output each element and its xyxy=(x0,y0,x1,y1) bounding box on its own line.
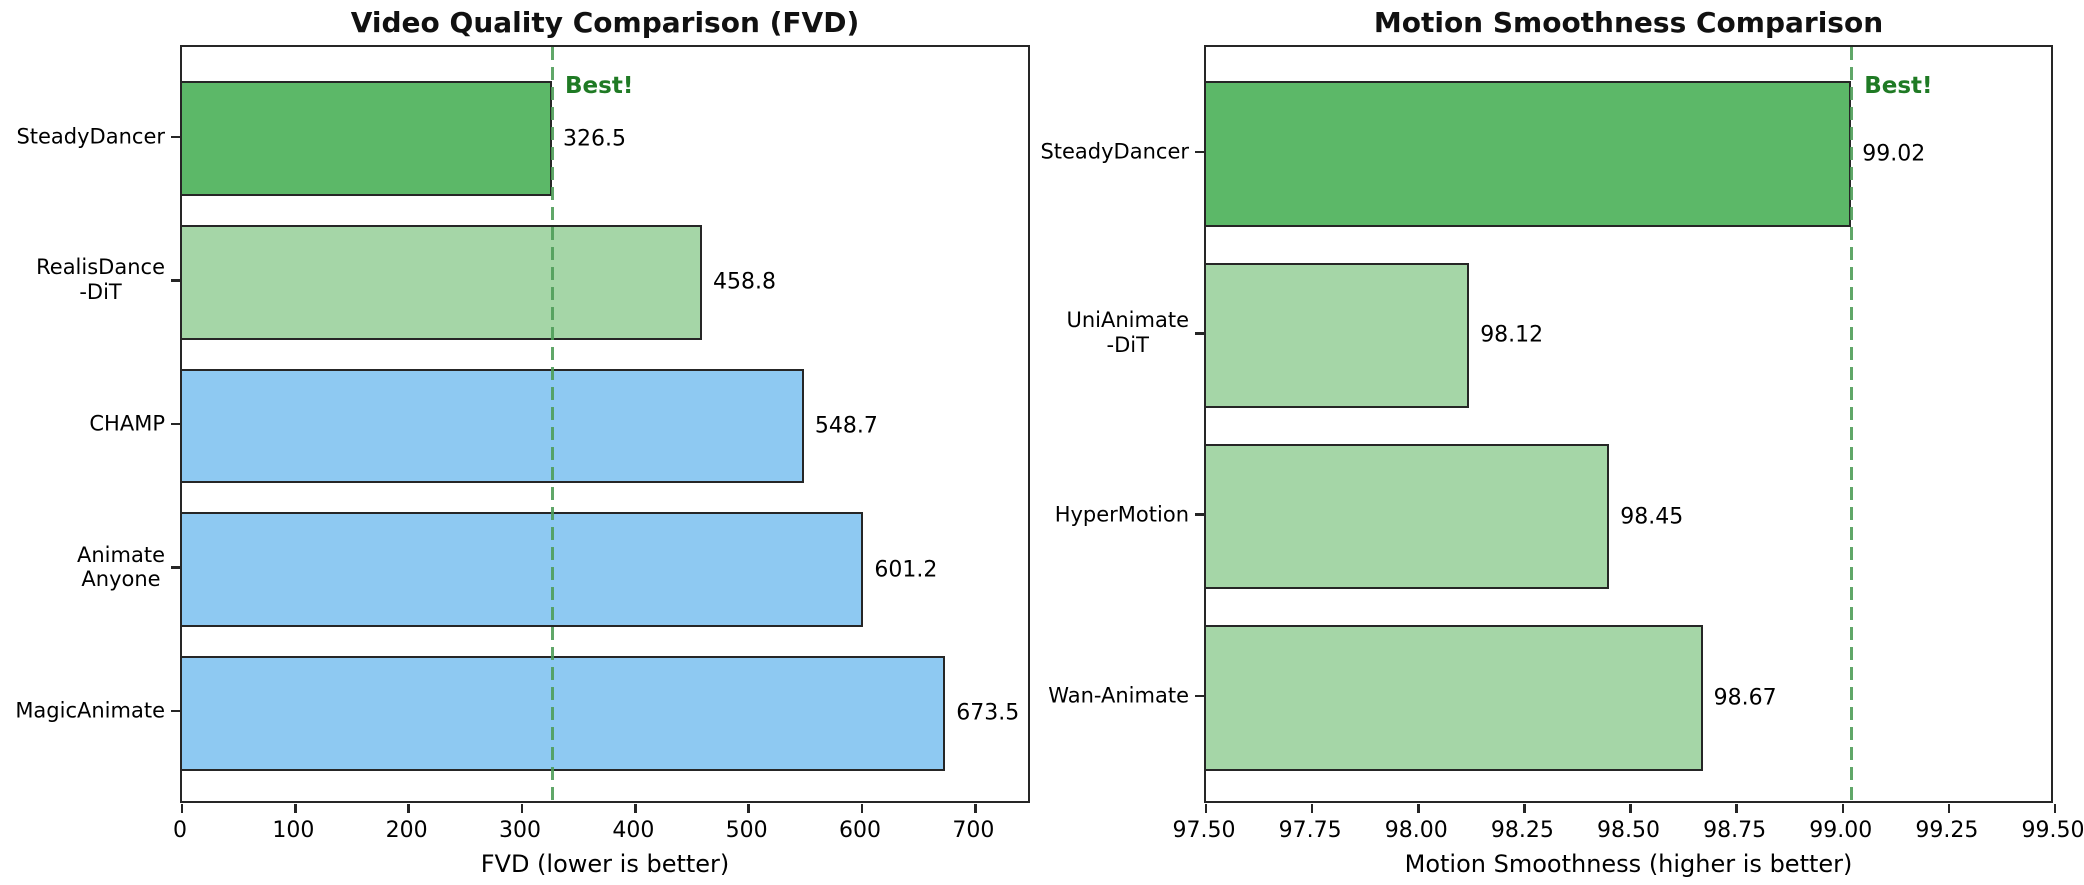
fvd-chart: Video Quality Comparison (FVD) 326.5 458.… xyxy=(15,6,1030,878)
x-tick-label: 98.75 xyxy=(1703,818,1767,843)
bar-value-label: 326.5 xyxy=(563,126,627,152)
bar-value-label: 98.67 xyxy=(1713,685,1777,711)
x-tick-mark xyxy=(1947,803,1951,813)
chart-title: Motion Smoothness Comparison xyxy=(1373,6,1884,39)
x-tick-label: 0 xyxy=(173,818,187,843)
x-tick-mark xyxy=(407,803,410,813)
y-tick-mark xyxy=(171,279,180,282)
y-tick-label: HyperMotion xyxy=(1055,502,1189,527)
plot-area: 99.02 98.12 98.45 98.67 Best! xyxy=(1204,45,2057,813)
x-tick-mark xyxy=(1204,803,1208,813)
x-axis-label: Motion Smoothness (higher is better) xyxy=(1404,850,1853,878)
bar-champ xyxy=(182,368,804,484)
y-tick-label: UniAnimate -DiT xyxy=(1066,309,1189,359)
y-tick-mark xyxy=(171,566,180,569)
x-tick-label: 97.50 xyxy=(1172,818,1236,843)
x-tick-mark xyxy=(1417,803,1420,813)
x-tick-label: 98.25 xyxy=(1490,818,1554,843)
y-tick-mark xyxy=(171,135,180,139)
x-axis-label: FVD (lower is better) xyxy=(480,850,730,878)
x-tick-mark xyxy=(2053,803,2057,813)
best-annotation: Best! xyxy=(565,73,634,99)
x-tick-label: 99.50 xyxy=(2021,818,2084,843)
x-tick-mark xyxy=(180,803,184,813)
y-tick-label: RealisDance -DiT xyxy=(36,256,165,306)
y-tick-label: CHAMP xyxy=(89,412,165,437)
bar-magicanimate xyxy=(182,655,946,771)
chart-title: Video Quality Comparison (FVD) xyxy=(350,6,860,39)
plot-area: 326.5 458.8 548.7 601.2 673.5 Best! xyxy=(180,45,1030,813)
motion-smoothness-chart: Motion Smoothness Comparison 99.02 98.12 9… xyxy=(1040,0,2084,885)
x-tick-mark xyxy=(634,803,637,813)
best-threshold-line xyxy=(550,47,554,801)
bar-hypermotion xyxy=(1206,444,1610,590)
x-tick-mark xyxy=(520,803,524,813)
category-label: CHAMP xyxy=(89,411,165,436)
y-tick-mark xyxy=(171,422,180,426)
x-tick-mark xyxy=(974,803,977,813)
bar-value-label: 458.8 xyxy=(712,269,776,295)
x-tick-label: 400 xyxy=(612,818,655,843)
x-tick-mark xyxy=(1735,803,1738,813)
bar-realisdance--dit xyxy=(182,225,702,340)
x-tick-label: 98.00 xyxy=(1384,818,1448,843)
x-tick-label: 200 xyxy=(385,818,428,843)
category-label: HyperMotion xyxy=(1054,502,1189,527)
bar-unianimate--dit xyxy=(1206,262,1470,408)
bar-wan-animate xyxy=(1206,625,1703,771)
x-tick-label: 600 xyxy=(839,818,881,843)
y-tick-mark xyxy=(1195,694,1204,698)
y-tick-label: MagicAnimate xyxy=(15,699,165,724)
category-label: Wan-Animate xyxy=(1048,683,1189,708)
bar-value-label: 673.5 xyxy=(956,700,1020,726)
x-tick-mark xyxy=(1523,803,1526,813)
y-tick-label: Wan-Animate xyxy=(1048,684,1189,709)
bar-animate-anyone xyxy=(182,512,864,627)
y-tick-label: Animate Anyone xyxy=(77,543,165,593)
bar-value-label: 98.45 xyxy=(1620,504,1684,530)
category-label: RealisDance -DiT xyxy=(36,255,165,305)
bar-steadydancer xyxy=(1206,81,1852,227)
y-tick-mark xyxy=(1195,332,1204,335)
x-tick-mark xyxy=(860,803,864,813)
x-tick-label: 98.50 xyxy=(1597,818,1660,843)
bar-steadydancer xyxy=(182,81,553,197)
x-tick-label: 300 xyxy=(499,818,541,843)
y-tick-label: SteadyDancer xyxy=(1040,140,1189,165)
x-tick-mark xyxy=(1310,803,1314,813)
bar-value-label: 99.02 xyxy=(1862,141,1926,167)
bar-value-label: 548.7 xyxy=(814,413,878,439)
x-tick-mark xyxy=(294,803,297,813)
best-annotation: Best! xyxy=(1864,73,1933,99)
x-tick-label: 500 xyxy=(725,818,768,843)
category-label: SteadyDancer xyxy=(16,124,165,149)
x-tick-label: 100 xyxy=(272,818,315,843)
y-tick-mark xyxy=(1195,513,1204,516)
y-tick-mark xyxy=(1195,150,1204,154)
best-threshold-line xyxy=(1849,47,1853,801)
category-label: UniAnimate -DiT xyxy=(1066,308,1189,358)
x-tick-mark xyxy=(1841,803,1844,813)
category-label: MagicAnimate xyxy=(15,698,165,723)
x-tick-label: 99.25 xyxy=(1915,818,1979,843)
x-tick-label: 97.75 xyxy=(1278,818,1342,843)
y-tick-label: SteadyDancer xyxy=(16,124,165,149)
x-tick-mark xyxy=(1629,803,1632,813)
bar-value-label: 601.2 xyxy=(874,557,938,583)
x-tick-label: 99.00 xyxy=(1809,818,1873,843)
x-tick-mark xyxy=(747,803,750,813)
x-tick-label: 700 xyxy=(952,818,995,843)
bar-value-label: 98.12 xyxy=(1480,322,1544,348)
category-label: Animate Anyone xyxy=(77,542,165,592)
category-label: SteadyDancer xyxy=(1040,139,1189,164)
y-tick-mark xyxy=(171,709,180,713)
